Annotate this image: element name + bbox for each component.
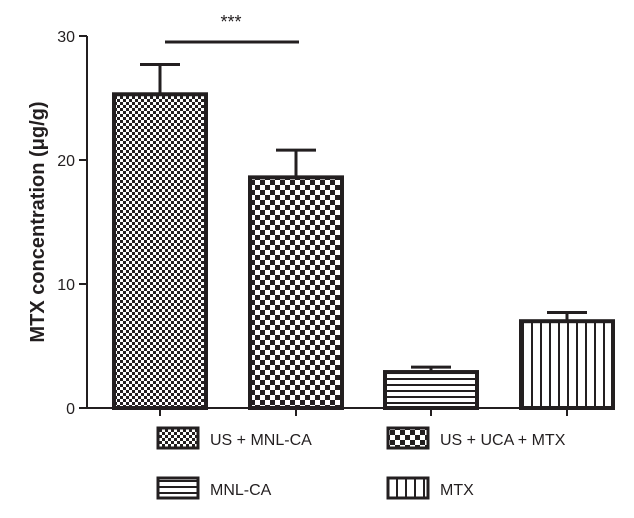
bar-3 <box>383 370 479 411</box>
y-tick-label: 20 <box>57 153 75 170</box>
bar-4 <box>519 319 615 411</box>
legend-label-3: MNL-CA <box>210 482 272 499</box>
legend-swatch-2 <box>386 426 430 450</box>
legend-label-2: US + UCA + MTX <box>440 432 566 449</box>
bar-2 <box>248 175 344 410</box>
significance-label: *** <box>220 12 241 32</box>
legend-swatch-3 <box>156 476 200 500</box>
error-bars <box>140 63 587 373</box>
y-tick-label: 30 <box>57 29 75 46</box>
legend-label-4: MTX <box>440 482 474 499</box>
legend-label-1: US + MNL-CA <box>210 432 312 449</box>
significance-marker: *** <box>165 12 299 44</box>
bars <box>112 92 615 411</box>
y-axis-title: MTX concentration (μg/g) <box>27 101 49 342</box>
legend-swatch-4 <box>386 476 430 500</box>
legend-swatch-1 <box>156 426 200 450</box>
legend: US + MNL-CA US + UCA + MTX MNL-CA MTX <box>156 426 566 500</box>
y-tick-label: 0 <box>66 401 75 418</box>
bar-1 <box>112 92 208 410</box>
y-tick-label: 10 <box>57 277 75 294</box>
